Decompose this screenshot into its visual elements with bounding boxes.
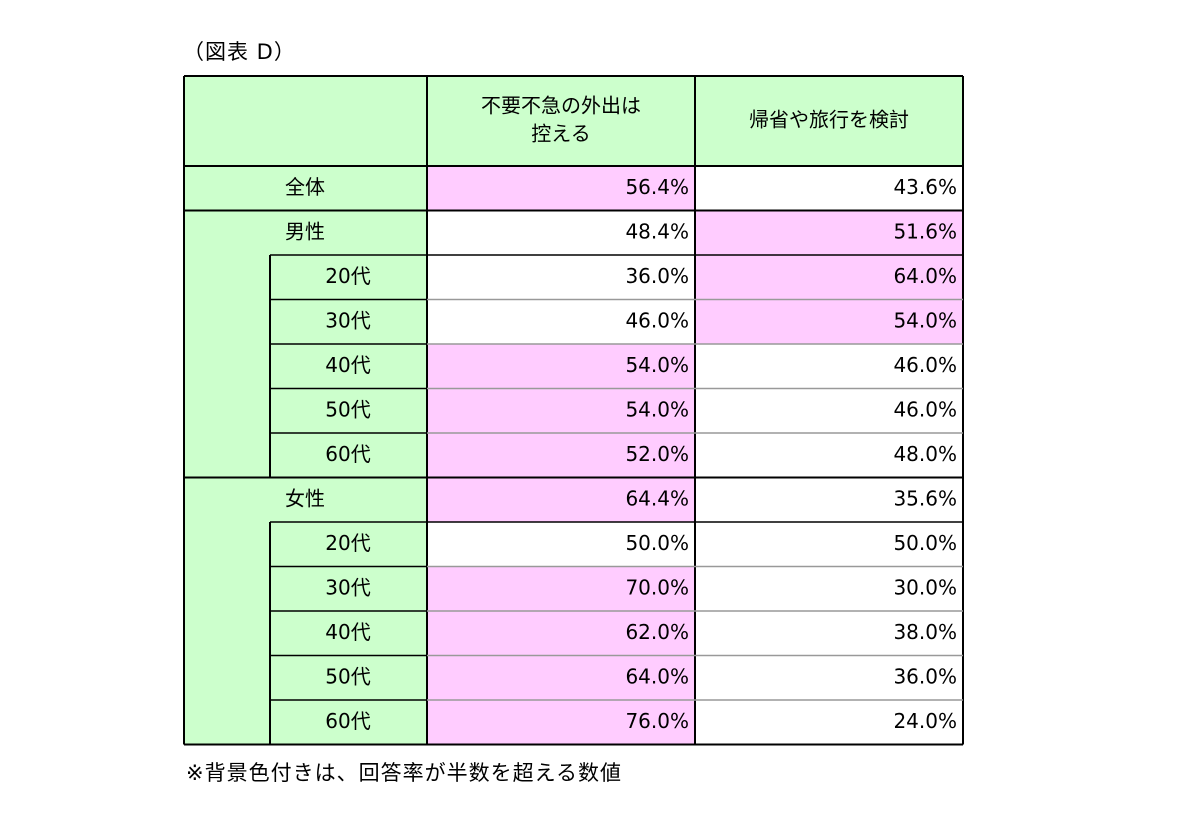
value-label: 46.0% [893,397,957,421]
value-cell [695,344,963,389]
value-label: 64.0% [893,264,957,288]
value-label: 36.0% [893,664,957,688]
value-label: 76.0% [625,709,689,733]
header-corner-cell [184,76,427,166]
value-label: 35.6% [893,486,957,510]
value-cell [427,522,695,567]
value-label: 70.0% [625,575,689,599]
value-label: 62.0% [625,620,689,644]
value-cell [695,477,963,522]
table-caption: （図表 D） [183,40,296,64]
value-label: 43.6% [893,175,957,199]
age-row-label: 50代 [325,397,370,421]
value-label: 64.0% [625,664,689,688]
group-row-label: 男性 [285,219,325,243]
value-cell [427,210,695,255]
age-row-label: 40代 [325,353,370,377]
value-label: 56.4% [625,175,689,199]
column-header-label: 控える [531,122,590,146]
value-label: 48.0% [893,442,957,466]
value-label: 54.0% [625,353,689,377]
value-label: 54.0% [625,397,689,421]
value-cell [427,566,695,611]
value-label: 46.0% [893,353,957,377]
value-cell [695,255,963,300]
value-label: 30.0% [893,575,957,599]
value-cell [427,477,695,522]
value-cell [695,210,963,255]
age-row-label: 20代 [325,531,370,555]
age-row-label: 50代 [325,664,370,688]
age-row-label: 60代 [325,709,370,733]
value-cell [695,299,963,344]
value-cell [427,655,695,700]
age-row-label: 60代 [325,442,370,466]
value-label: 50.0% [625,531,689,555]
value-cell [427,255,695,300]
value-label: 24.0% [893,709,957,733]
column-header-cell [427,76,695,166]
group-row-label: 女性 [285,486,325,510]
value-label: 51.6% [893,219,957,243]
column-header-cell [695,76,963,166]
value-cell [695,566,963,611]
value-label: 46.0% [625,308,689,332]
value-label: 50.0% [893,531,957,555]
value-cell [695,522,963,567]
group-label-cell [184,166,427,211]
value-cell [427,388,695,433]
age-row-label: 30代 [325,575,370,599]
column-header-label: 帰省や旅行を検討 [749,108,909,132]
group-row-label: 全体 [285,175,325,199]
value-cell [695,433,963,478]
age-row-label: 40代 [325,620,370,644]
value-cell [695,388,963,433]
value-cell [427,700,695,745]
value-cell [427,166,695,211]
value-label: 38.0% [893,620,957,644]
value-label: 54.0% [893,308,957,332]
age-row-label: 20代 [325,264,370,288]
column-header-label: 不要不急の外出は [481,94,641,118]
value-cell [695,655,963,700]
value-cell [695,700,963,745]
value-cell [427,611,695,656]
value-cell [427,299,695,344]
age-row-label: 30代 [325,308,370,332]
value-label: 36.0% [625,264,689,288]
value-label: 64.4% [625,486,689,510]
value-cell [695,611,963,656]
value-label: 48.4% [625,219,689,243]
table-footnote: ※背景色付きは、回答率が半数を超える数値 [186,761,622,785]
value-cell [427,344,695,389]
value-cell [695,166,963,211]
value-cell [427,433,695,478]
value-label: 52.0% [625,442,689,466]
